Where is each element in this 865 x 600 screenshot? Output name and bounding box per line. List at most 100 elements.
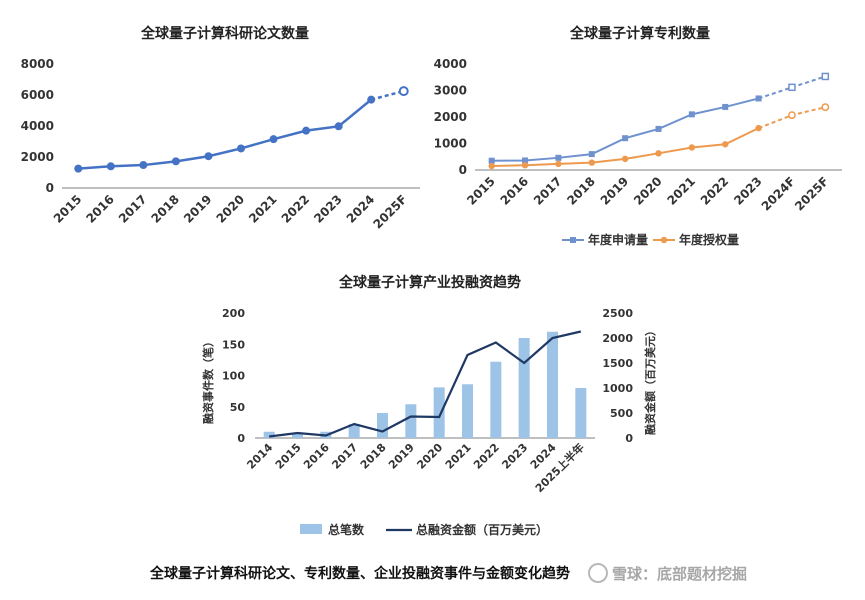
funding-count-bar — [433, 387, 445, 438]
funding-x-tick: 2023 — [499, 441, 530, 472]
patents-y-tick: 2000 — [434, 110, 467, 124]
papers-point — [139, 161, 148, 170]
papers-y-tick: 0 — [46, 181, 54, 195]
papers-point — [237, 144, 245, 153]
patents-apply-point — [722, 103, 729, 110]
patents-legend-apply-marker — [570, 237, 576, 243]
funding-y2-tick: 2000 — [602, 332, 633, 345]
papers-point — [302, 126, 311, 135]
funding-x-tick: 2015 — [273, 441, 304, 472]
patents-grant-point — [722, 141, 729, 148]
funding-x-tick: 2022 — [471, 441, 502, 472]
papers-point — [74, 164, 83, 173]
watermark: 雪球：底部题材挖掘 — [588, 563, 747, 583]
funding-count-bar — [377, 413, 388, 438]
patents-x-tick: 2022 — [698, 174, 732, 208]
funding-count-bar — [547, 331, 558, 438]
papers-y-tick: 2000 — [21, 150, 54, 164]
papers-chart-title: 全球量子计算科研论文数量 — [140, 25, 309, 42]
funding-y-tick: 100 — [222, 370, 245, 383]
funding-legend-count-swatch — [300, 524, 322, 534]
funding-legend-count-label: 总笔数 — [328, 522, 365, 537]
funding-left-axis-label: 融资事件数（笔） — [201, 336, 215, 424]
papers-point — [106, 162, 115, 171]
papers-x-tick: 2017 — [116, 192, 150, 226]
funding-legend-amount-label: 总融资金额（百万美元） — [416, 522, 548, 537]
patents-y-tick: 3000 — [434, 84, 467, 98]
funding-x-tick: 2020 — [414, 441, 445, 472]
patents-legend-grant-label: 年度授权量 — [679, 232, 739, 247]
funding-amount-line — [269, 330, 582, 438]
papers-y-tick: 6000 — [21, 88, 54, 102]
patents-apply-line — [491, 97, 759, 162]
patents-x-tick: 2021 — [664, 174, 698, 208]
funding-count-bar — [462, 384, 473, 438]
papers-x-tick: 2018 — [149, 192, 183, 226]
funding-y-tick: 50 — [230, 401, 246, 414]
funding-y-tick: 0 — [237, 432, 245, 445]
patents-grant-point — [488, 162, 495, 170]
papers-point — [334, 122, 343, 131]
patents-grant-point — [521, 162, 529, 169]
papers-x-tick: 2019 — [181, 192, 215, 226]
funding-chart-title: 全球量子计算产业投融资趋势 — [338, 274, 521, 291]
papers-x-tick: 2022 — [279, 192, 313, 226]
patents-grant-point — [688, 144, 696, 151]
funding-count-bar — [292, 433, 303, 438]
patents-y-tick: 0 — [459, 163, 467, 177]
funding-y-tick: 150 — [222, 338, 245, 351]
figure-caption: 全球量子计算科研论文、专利数量、企业投融资事件与金额变化趋势 — [149, 565, 570, 582]
funding-y2-tick: 1000 — [602, 382, 633, 395]
watermark-text: 雪球：底部题材挖掘 — [612, 565, 747, 583]
funding-y2-tick: 1500 — [602, 357, 633, 370]
patents-x-tick: 2018 — [564, 174, 598, 208]
funding-y2-tick: 500 — [610, 407, 633, 420]
papers-series-line — [78, 98, 372, 170]
funding-count-bar — [348, 424, 360, 438]
papers-x-tick: 2021 — [246, 192, 280, 226]
patents-apply-point — [821, 72, 830, 81]
papers-point — [367, 95, 376, 104]
patents-grant-point — [555, 160, 562, 168]
funding-y-tick: 200 — [222, 307, 245, 320]
patents-apply-point — [588, 151, 595, 158]
papers-x-tick: 2023 — [311, 192, 345, 226]
patents-grant-point — [621, 155, 629, 163]
patents-apply-point — [622, 135, 629, 142]
patents-x-tick: 2024F — [759, 174, 798, 213]
papers-y-tick: 4000 — [21, 119, 54, 133]
papers-x-tick: 2015 — [51, 192, 85, 226]
funding-count-bar — [575, 388, 587, 438]
papers-y-tick: 8000 — [21, 57, 54, 71]
patents-grant-point — [588, 159, 595, 166]
funding-x-tick: 2014 — [244, 441, 275, 472]
patents-grant-point — [655, 150, 662, 157]
patents-apply-point — [788, 83, 796, 92]
patents-y-tick: 1000 — [434, 137, 467, 151]
funding-y2-tick: 0 — [625, 432, 633, 445]
funding-count-bar — [518, 338, 530, 438]
patents-x-tick: 2025F — [792, 174, 831, 213]
funding-count-bar — [490, 361, 502, 438]
patents-grant-point — [755, 124, 762, 132]
funding-x-tick: 2018 — [358, 441, 389, 472]
patents-legend-apply-label: 年度申请量 — [588, 232, 648, 247]
funding-x-tick: 2016 — [301, 441, 332, 472]
papers-point — [171, 157, 180, 166]
papers-x-tick: 2020 — [214, 192, 248, 226]
funding-x-tick: 2017 — [329, 441, 360, 472]
watermark-logo-icon — [588, 563, 608, 583]
patents-x-tick: 2019 — [598, 174, 632, 208]
funding-count-bar — [263, 431, 275, 438]
patents-apply-point — [555, 154, 562, 161]
patents-apply-point — [755, 95, 762, 102]
patents-apply-point — [688, 111, 695, 118]
papers-forecast-line — [370, 89, 405, 101]
papers-point — [269, 135, 278, 144]
patents-chart-title: 全球量子计算专利数量 — [569, 25, 710, 42]
patents-grant-point — [821, 103, 830, 112]
patents-x-tick: 2017 — [531, 174, 565, 208]
patents-x-tick: 2016 — [498, 174, 532, 208]
patents-x-tick: 2015 — [464, 174, 498, 208]
